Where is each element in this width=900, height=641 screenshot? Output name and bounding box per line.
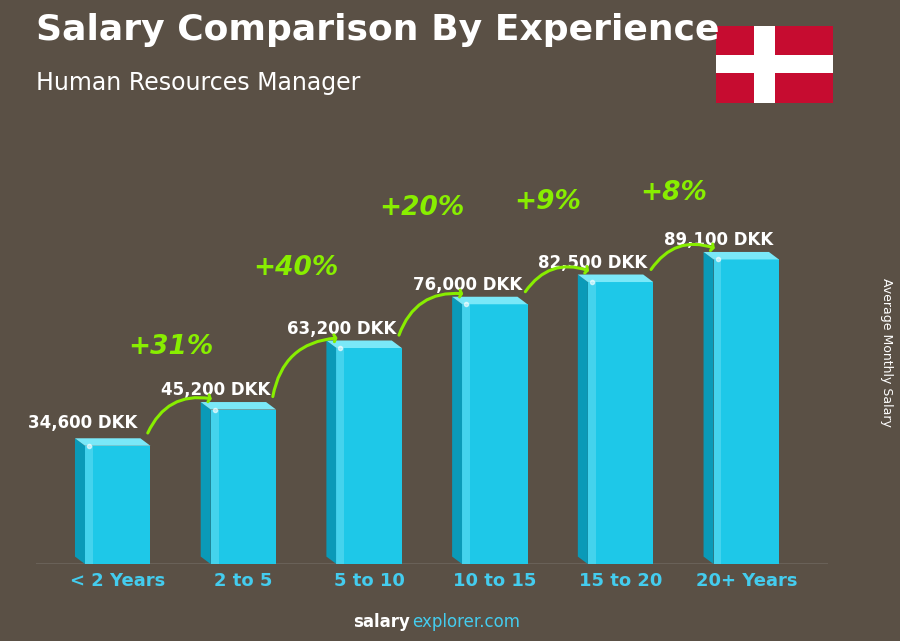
Text: explorer.com: explorer.com — [412, 613, 520, 631]
Polygon shape — [75, 438, 85, 564]
Text: salary: salary — [353, 613, 410, 631]
Text: 76,000 DKK: 76,000 DKK — [412, 276, 522, 294]
Polygon shape — [327, 340, 401, 348]
Bar — [211, 410, 219, 564]
Polygon shape — [75, 438, 150, 445]
Bar — [211, 410, 276, 564]
Polygon shape — [578, 274, 588, 564]
Text: +40%: +40% — [254, 255, 339, 281]
Bar — [714, 260, 722, 564]
Text: 34,600 DKK: 34,600 DKK — [28, 414, 137, 432]
Bar — [588, 282, 653, 564]
Text: 63,200 DKK: 63,200 DKK — [287, 320, 396, 338]
Polygon shape — [704, 252, 714, 564]
Bar — [85, 445, 150, 564]
Text: 89,100 DKK: 89,100 DKK — [664, 231, 773, 249]
Bar — [463, 304, 527, 564]
Bar — [337, 348, 401, 564]
Text: 45,200 DKK: 45,200 DKK — [161, 381, 271, 399]
Bar — [337, 348, 345, 564]
Bar — [716, 55, 832, 73]
Text: +9%: +9% — [514, 189, 581, 215]
Polygon shape — [201, 402, 276, 410]
Text: Human Resources Manager: Human Resources Manager — [36, 71, 360, 94]
Text: Salary Comparison By Experience: Salary Comparison By Experience — [36, 13, 719, 47]
Polygon shape — [578, 274, 653, 282]
Text: +8%: +8% — [640, 181, 706, 206]
Polygon shape — [201, 402, 211, 564]
Bar — [714, 260, 779, 564]
Polygon shape — [452, 297, 527, 304]
Text: +31%: +31% — [128, 334, 213, 360]
Polygon shape — [327, 340, 337, 564]
Text: Average Monthly Salary: Average Monthly Salary — [880, 278, 893, 427]
Polygon shape — [704, 252, 779, 260]
Bar — [754, 26, 775, 103]
Bar — [463, 304, 470, 564]
Text: +20%: +20% — [379, 194, 464, 221]
Bar — [588, 282, 596, 564]
Text: 82,500 DKK: 82,500 DKK — [538, 254, 647, 272]
Polygon shape — [452, 297, 463, 564]
Bar — [85, 445, 93, 564]
